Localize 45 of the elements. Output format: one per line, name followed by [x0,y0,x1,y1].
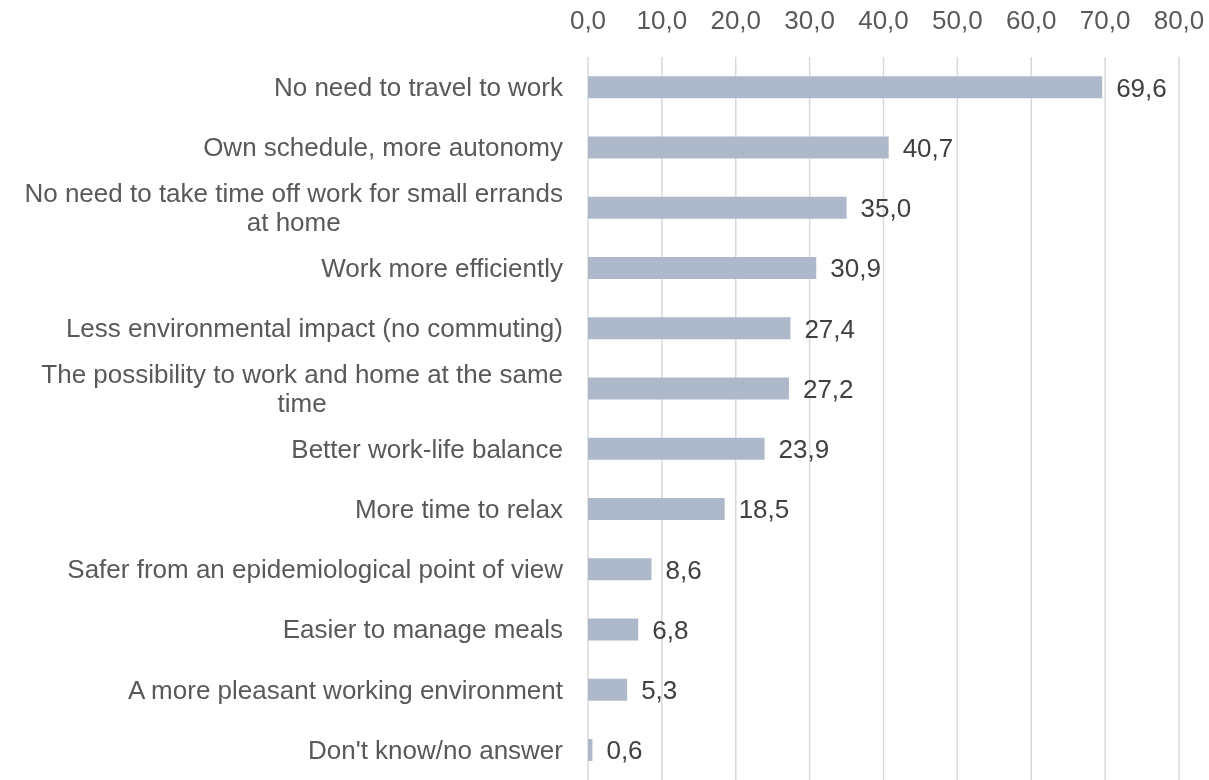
data-label: 5,3 [641,675,678,706]
x-tick-label: 20,0 [710,5,762,35]
x-tick-label: 40,0 [858,5,909,35]
bar [588,136,889,159]
y-tick-label: Better work-life balance [291,433,563,464]
y-tick-label: Own schedule, more autonomy [203,132,563,163]
y-tick-label: Work more efficiently [321,252,563,283]
bar [588,498,725,521]
bar [588,739,593,762]
bar [588,437,765,460]
data-label: 6,8 [652,614,689,645]
data-label: 40,7 [902,132,954,163]
bar [588,317,791,340]
y-tick-label: The possibility to work and home at the same time [41,358,563,418]
x-tick-label: 70,0 [1079,5,1131,35]
bar [588,76,1103,99]
x-tick-label: 60,0 [1005,5,1057,35]
data-label: 35,0 [860,193,912,224]
bar [588,257,817,280]
y-tick-label: Don't know/no answer [308,734,564,765]
bar [588,558,652,581]
bar [588,678,628,701]
y-tick-label: Less environmental impact (no commuting) [65,313,563,344]
data-label: 23,9 [778,434,830,465]
y-tick-label: More time to relax [354,493,563,524]
y-tick-label: No need to travel to work [273,72,564,103]
data-label: 0,6 [606,735,643,766]
x-tick-label: 80,0 [1153,5,1205,35]
x-tick-label: 50,0 [932,5,983,35]
y-tick-label: No need to take time off work for small errands at home [24,178,564,238]
data-label: 27,2 [802,373,854,404]
x-tick-label: 30,0 [784,5,835,35]
data-label: 8,6 [665,554,702,585]
y-tick-label: A more pleasant working environment [127,674,564,705]
y-tick-label: Easier to manage meals [282,614,563,645]
x-tick-label: 0,0 [569,5,607,35]
y-tick-label: Safer from an epidemiological point of view [67,554,564,585]
data-label: 18,5 [738,494,790,525]
data-label: 69,6 [1116,72,1167,103]
bar [588,618,639,641]
x-tick-label: 10,0 [636,5,688,35]
data-label: 27,4 [804,313,856,344]
data-label: 30,9 [830,253,881,284]
bar [588,377,789,400]
bar [588,196,847,219]
